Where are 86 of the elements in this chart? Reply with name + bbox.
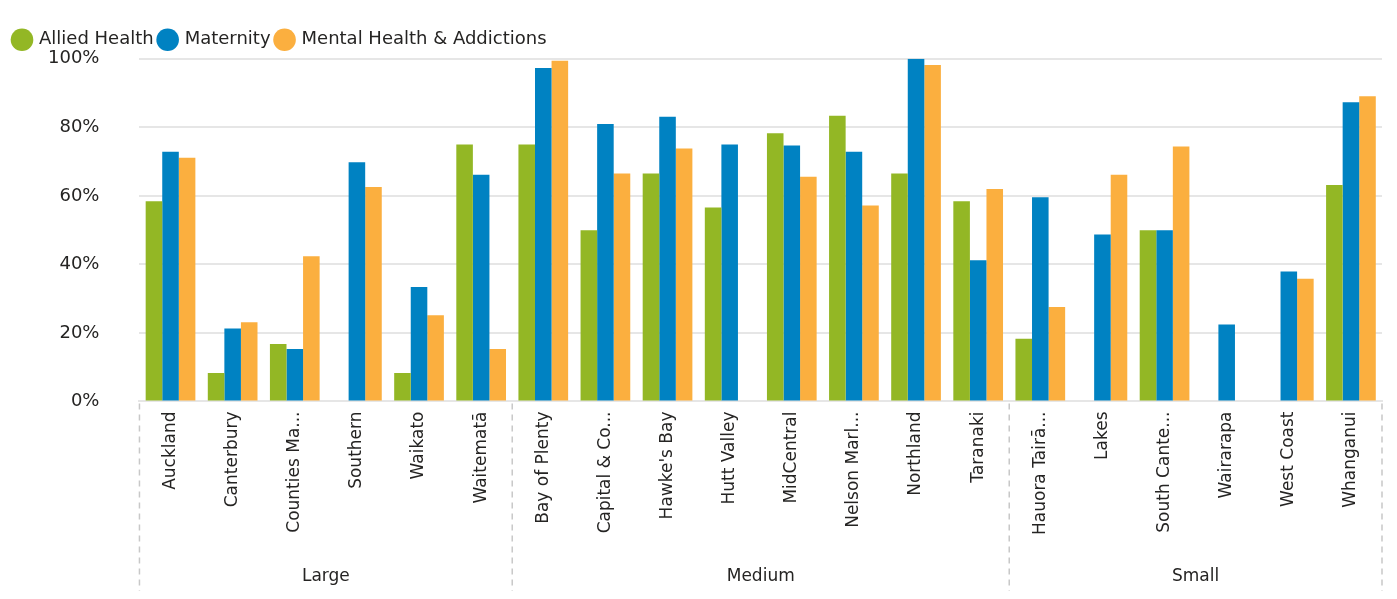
y-tick-label: 80% (59, 115, 100, 137)
bar (1110, 174, 1128, 401)
bar (675, 148, 693, 401)
x-tick-label: West Coast (1277, 411, 1298, 507)
bar (394, 373, 411, 401)
bar (986, 189, 1004, 401)
text: Small (1172, 565, 1220, 585)
legend-label: Maternity (184, 27, 271, 49)
bar (845, 151, 863, 401)
x-tick-label: South Cante... (1152, 411, 1173, 533)
legend-label: Mental Health & Addictions (301, 27, 547, 49)
x-tick-label: Southern (345, 411, 366, 489)
bar (1048, 306, 1066, 401)
x-tick-label: Waitematā (469, 411, 490, 504)
bar (597, 123, 614, 401)
x-tick-label: Hauora Tairā... (1028, 411, 1049, 535)
bar (240, 322, 258, 401)
x-tick-label: Bay of Plenty (531, 411, 552, 524)
bar (1156, 230, 1173, 401)
bar (410, 287, 428, 401)
bar (891, 173, 908, 401)
x-tick-label: Counties Ma... (283, 411, 304, 533)
y-tick-label: 40% (59, 252, 100, 274)
bar (721, 144, 738, 401)
x-tick-label: Taranaki (966, 411, 987, 484)
bar (1094, 234, 1111, 401)
bar (162, 151, 179, 401)
bar (1015, 338, 1033, 401)
bar (224, 328, 241, 401)
x-tick-label: Capital & Co... (593, 411, 614, 534)
bar (1297, 278, 1314, 401)
bar (1342, 102, 1360, 401)
x-tick-label: Waikato (407, 411, 428, 480)
bar (1280, 271, 1298, 401)
bar (535, 68, 552, 401)
x-tick-label: Wairarapa (1215, 411, 1236, 499)
y-tick-label: 20% (59, 320, 100, 342)
y-tick-label: 100% (47, 46, 100, 68)
bar (1326, 184, 1343, 401)
bar (969, 260, 987, 401)
y-tick-label: 0% (70, 389, 100, 411)
x-tick-label: MidCentral (780, 411, 801, 504)
bar (489, 349, 507, 401)
bar (1139, 230, 1157, 401)
bar (348, 162, 366, 401)
bar (518, 144, 535, 401)
x-tick-label: Canterbury (221, 411, 242, 508)
bar (766, 133, 784, 401)
x-tick-label: Nelson Marl... (842, 411, 863, 528)
bar (1172, 146, 1190, 401)
x-tick-label: Auckland (158, 411, 179, 490)
bar (783, 145, 801, 401)
bar (800, 176, 817, 401)
bar (269, 343, 287, 401)
text: Medium (726, 565, 795, 585)
bar (580, 230, 598, 401)
bar (907, 58, 925, 401)
bar (1218, 324, 1235, 401)
legend-label: Allied Health (39, 27, 154, 49)
bar (829, 115, 846, 401)
bar (365, 186, 382, 401)
text: Large (301, 565, 350, 585)
bar (472, 174, 490, 401)
bar (862, 205, 879, 401)
bar (659, 116, 676, 401)
x-tick-label: Lakes (1090, 411, 1111, 460)
bar (1359, 96, 1376, 401)
bar (145, 201, 163, 401)
x-tick-label: Hutt Valley (718, 411, 739, 505)
x-tick-label: Hawke's Bay (655, 411, 676, 520)
bar (178, 157, 196, 401)
bar (427, 315, 444, 401)
bar (613, 173, 631, 401)
bar (924, 64, 941, 401)
bar (286, 349, 304, 401)
bar (704, 207, 722, 401)
bar (303, 256, 320, 401)
bar (207, 373, 225, 401)
bar (1032, 197, 1049, 401)
bar (551, 60, 569, 401)
bar (642, 173, 660, 401)
bar (456, 144, 473, 401)
y-tick-label: 60% (59, 183, 100, 205)
x-tick-label: Whanganui (1339, 411, 1360, 508)
bar (953, 201, 970, 401)
x-tick-label: Northland (904, 411, 925, 496)
